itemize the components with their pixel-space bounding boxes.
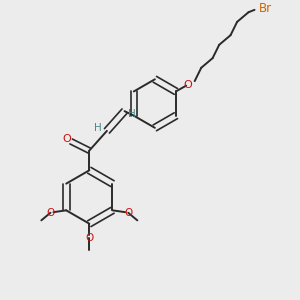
Text: Br: Br: [259, 2, 272, 14]
Text: O: O: [62, 134, 71, 144]
Text: H: H: [94, 123, 102, 133]
Text: O: O: [184, 80, 192, 90]
Text: O: O: [124, 208, 132, 218]
Text: H: H: [128, 109, 136, 119]
Text: O: O: [85, 233, 94, 243]
Text: O: O: [46, 208, 55, 218]
